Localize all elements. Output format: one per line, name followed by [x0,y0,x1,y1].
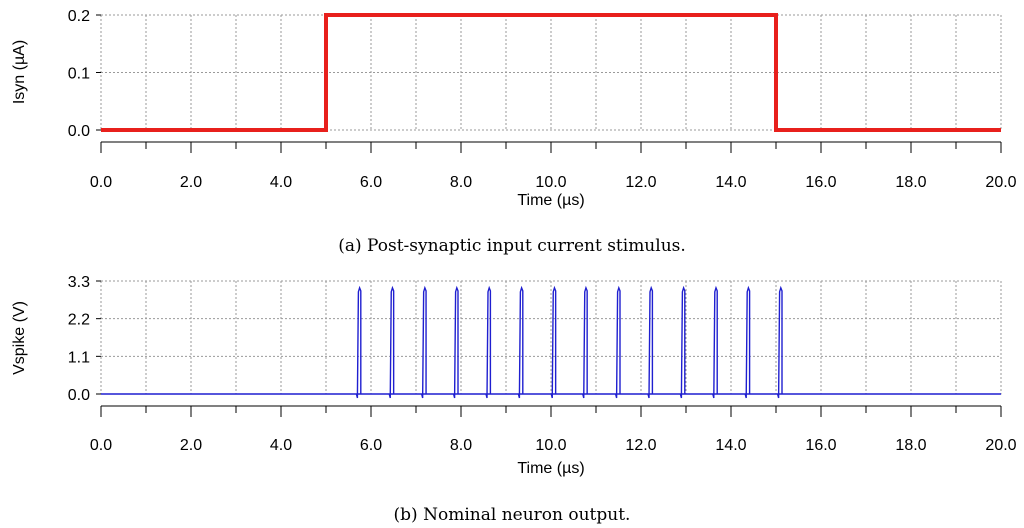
x-tick-label: 2.0 [180,174,202,191]
x-tick-label: 20.0 [985,174,1016,191]
x-tick-label: 10.0 [535,437,566,454]
voltage-spike [679,285,686,399]
voltage-spike [776,285,783,399]
voltage-spike [452,285,459,399]
panel-b-x-axis-label: Time (µs) [517,460,584,477]
panel-b-caption: (b) Nominal neuron output. [394,505,631,525]
panel-a-series [101,13,1001,132]
x-tick-label: 14.0 [715,437,746,454]
x-tick-label: 20.0 [985,437,1016,454]
y-tick-label: 3.3 [68,274,90,291]
y-tick-label: 0.0 [68,123,90,140]
x-tick-label: 8.0 [450,437,472,454]
x-tick-label: 12.0 [625,437,656,454]
y-tick-label: 0.1 [68,66,90,83]
voltage-spike [517,285,524,399]
panel-b-axes: 0.0 1.1 2.2 3.3 0.0 2.0 4.0 6.0 8.0 10.0 12.0 14.0 1… [68,274,1017,454]
voltage-spike [582,285,588,399]
x-tick-label: 2.0 [180,437,202,454]
x-tick-label: 0.0 [90,437,112,454]
voltage-spike [614,285,621,399]
voltage-spike [485,285,492,399]
panel-b-grid [100,280,1002,395]
panel-a-axes: 0.0 0.1 0.2 0.0 2.0 4.0 6.0 8.0 10.0 12.0 14.0 16.0… [68,8,1017,191]
x-tick-label: 6.0 [360,174,382,191]
panel-a-grid [100,14,1002,131]
x-tick-label: 16.0 [805,174,836,191]
voltage-spike [744,285,751,399]
voltage-spike [355,285,362,399]
panel-b-y-axis-label: Vspike (V) [11,301,28,375]
x-tick-label: 10.0 [535,174,566,191]
panel-b-series [101,285,1001,399]
y-tick-label: 1.1 [68,349,90,366]
voltage-spike [420,285,427,399]
x-tick-label: 6.0 [360,437,382,454]
panel-a-current-chart: 0.0 0.1 0.2 0.0 2.0 4.0 6.0 8.0 10.0 12.0 14.0 16.0… [11,8,1017,256]
panel-a-y-axis-label: Isyn (µA) [11,40,28,104]
voltage-spike [712,285,718,399]
current-step-line [101,13,1001,132]
panel-b-voltage-chart: 0.0 1.1 2.2 3.3 0.0 2.0 4.0 6.0 8.0 10.0 12.0 14.0 1… [11,274,1017,525]
x-tick-label: 18.0 [895,437,926,454]
voltage-spike [388,285,395,399]
x-tick-label: 14.0 [715,174,746,191]
x-tick-label: 8.0 [450,174,472,191]
voltage-spike [647,285,654,399]
x-tick-label: 4.0 [270,174,292,191]
x-tick-label: 12.0 [625,174,656,191]
x-tick-label: 16.0 [805,437,836,454]
panel-a-x-axis-label: Time (µs) [517,192,584,209]
y-tick-label: 2.2 [68,312,90,329]
x-tick-label: 4.0 [270,437,292,454]
x-tick-label: 0.0 [90,174,112,191]
y-tick-label: 0.2 [68,8,90,25]
panel-a-caption: (a) Post-synaptic input current stimulus… [338,236,686,256]
voltage-spike [550,285,557,399]
x-tick-label: 18.0 [895,174,926,191]
y-tick-label: 0.0 [68,387,90,404]
